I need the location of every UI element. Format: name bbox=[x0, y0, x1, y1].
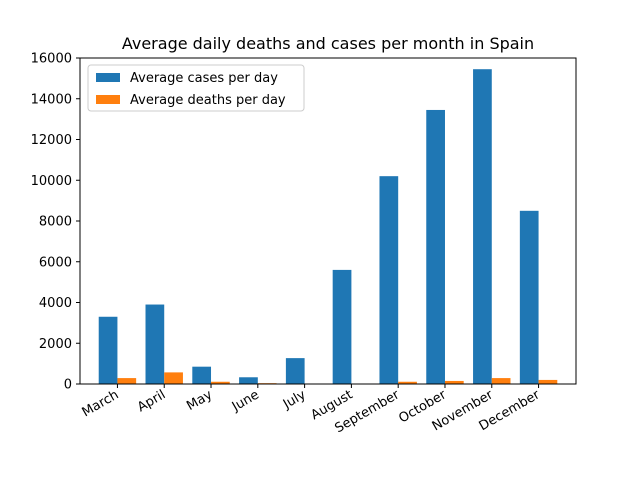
bar-cases-march bbox=[99, 317, 118, 384]
y-tick-label: 6000 bbox=[39, 255, 72, 270]
bar-deaths-april bbox=[164, 372, 183, 384]
bar-cases-september bbox=[379, 176, 398, 384]
y-tick-label: 10000 bbox=[31, 174, 72, 189]
y-tick-label: 2000 bbox=[39, 337, 72, 352]
legend-label-deaths: Average deaths per day bbox=[130, 93, 286, 108]
bar-cases-november bbox=[473, 69, 492, 384]
legend-label-cases: Average cases per day bbox=[130, 71, 278, 86]
legend-swatch-cases bbox=[96, 73, 120, 82]
bar-cases-december bbox=[520, 211, 539, 384]
legend-swatch-deaths bbox=[96, 95, 120, 104]
bar-deaths-december bbox=[539, 380, 558, 384]
x-tick-label-may: May bbox=[184, 387, 215, 414]
bar-cases-april bbox=[146, 305, 165, 384]
bar-cases-october bbox=[426, 110, 445, 384]
x-tick-label-march: March bbox=[80, 387, 122, 420]
y-tick-label: 4000 bbox=[39, 296, 72, 311]
chart-marks bbox=[99, 69, 558, 384]
bar-deaths-march bbox=[117, 378, 136, 384]
x-tick-label-april: April bbox=[135, 387, 168, 415]
bar-cases-may bbox=[192, 367, 211, 384]
bar-cases-july bbox=[286, 358, 305, 384]
x-tick-label-june: June bbox=[229, 387, 262, 415]
y-tick-label: 8000 bbox=[39, 215, 72, 230]
y-tick-label: 12000 bbox=[31, 133, 72, 148]
chart-title: Average daily deaths and cases per month… bbox=[122, 34, 534, 53]
bar-deaths-november bbox=[492, 378, 511, 384]
bar-cases-august bbox=[333, 270, 352, 384]
y-axis: 0 2000 4000 6000 8000 10000 12000 14000 16000 bbox=[31, 52, 80, 393]
y-tick-label: 0 bbox=[64, 378, 72, 393]
bar-cases-june bbox=[239, 377, 258, 384]
legend: Average cases per day Average deaths per … bbox=[88, 65, 304, 111]
y-tick-label: 14000 bbox=[31, 92, 72, 107]
x-tick-label-july: July bbox=[280, 387, 309, 412]
y-tick-label: 16000 bbox=[31, 52, 72, 67]
